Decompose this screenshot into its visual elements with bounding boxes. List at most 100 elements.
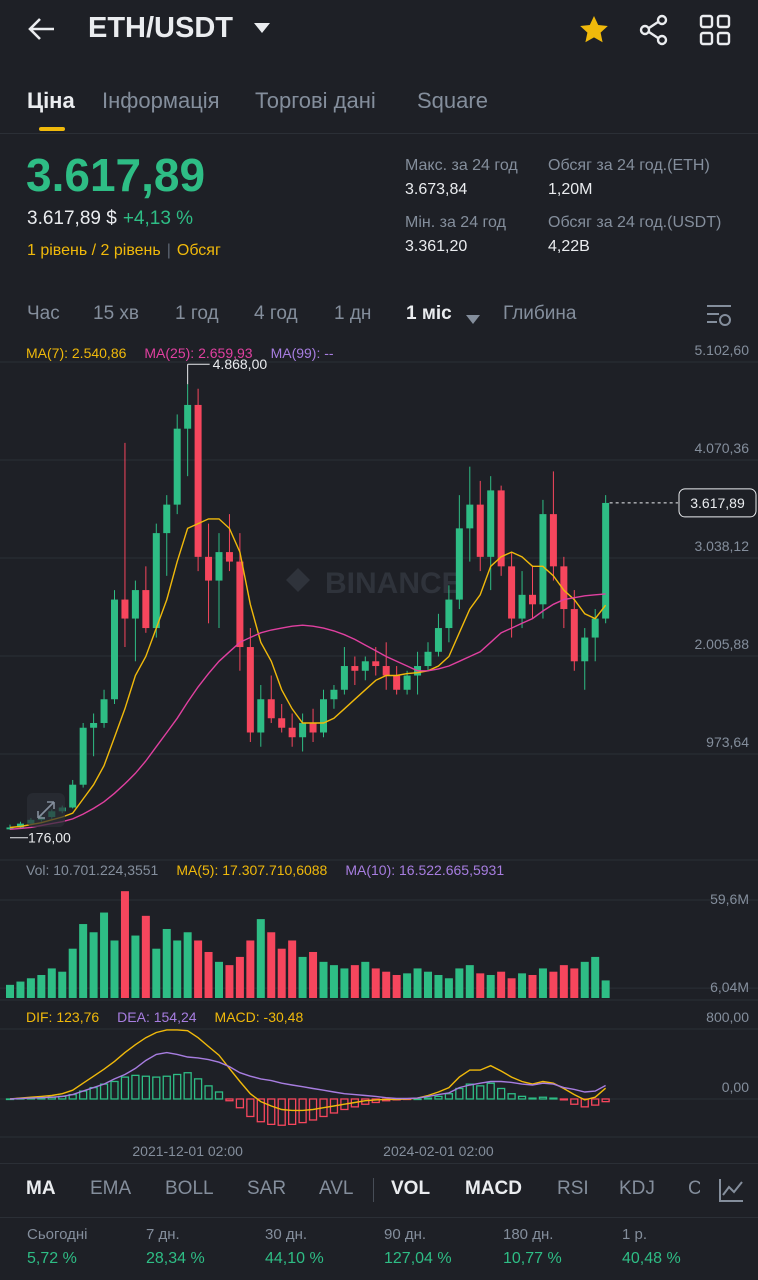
interval[interactable]: Час — [27, 303, 60, 324]
macd-bar — [434, 1095, 443, 1100]
tab[interactable]: Торгові дані — [255, 88, 376, 113]
volume-bar — [329, 965, 338, 998]
back-button[interactable] — [26, 14, 58, 44]
macd-bar — [476, 1085, 485, 1100]
candle-body — [424, 651, 432, 667]
volume-link[interactable]: Обсяг — [176, 242, 221, 259]
volume-bar — [37, 974, 46, 998]
indicator[interactable]: AVL — [319, 1178, 354, 1199]
volume-bar — [518, 973, 527, 998]
stat-label: Мін. за 24 год — [405, 214, 506, 231]
indicator[interactable]: RSI — [557, 1178, 589, 1199]
y-tick-label: 3.038,12 — [695, 538, 750, 554]
macd-bar — [267, 1098, 276, 1126]
interval[interactable]: 15 хв — [93, 303, 140, 324]
interval[interactable]: 1 дн — [334, 303, 372, 324]
macd-bar — [538, 1096, 548, 1100]
tab[interactable]: Інформація — [102, 88, 220, 113]
indicator[interactable]: EMA — [90, 1178, 132, 1199]
macd-bar — [517, 1095, 527, 1100]
stat-label: Обсяг за 24 год.(ETH) — [548, 157, 710, 174]
candle-body — [361, 661, 369, 671]
macd-bar — [141, 1075, 151, 1100]
levels-link[interactable]: 1 рівень / 2 рівень — [27, 242, 161, 259]
macd-bar — [246, 1098, 255, 1118]
macd-bar — [131, 1074, 140, 1100]
period-label: 1 р. — [622, 1226, 648, 1243]
legend-item: DEA: 154,24 — [117, 1009, 197, 1025]
last-price: 3.617,89 — [26, 149, 206, 201]
macd-bar — [601, 1098, 610, 1103]
volume-bar — [434, 974, 443, 998]
y-tick-label: 59,6M — [710, 891, 749, 907]
candle-body — [163, 504, 171, 534]
indicator[interactable]: VOL — [391, 1178, 431, 1199]
indicator[interactable]: BOLL — [165, 1178, 214, 1199]
layout-button[interactable] — [699, 14, 731, 46]
candle-body — [194, 404, 202, 557]
macd-bar — [173, 1073, 182, 1100]
period-change: 127,04 % — [384, 1250, 452, 1267]
macd-bar — [89, 1086, 98, 1100]
candle-body — [434, 628, 442, 652]
macd-bar — [277, 1098, 286, 1126]
volume-bar — [16, 981, 25, 998]
interval[interactable]: Глибина — [503, 303, 577, 324]
usd-value: 3.617,89 $ — [27, 208, 117, 229]
indicator[interactable]: KDJ — [619, 1178, 655, 1199]
candle-body — [372, 661, 380, 667]
volume-bar — [68, 948, 77, 998]
candle-body — [445, 599, 453, 629]
candle-body — [570, 609, 578, 662]
volume-bar — [371, 968, 380, 998]
candle-body — [602, 502, 610, 619]
candle-body — [152, 533, 160, 629]
candle-body — [382, 666, 390, 676]
tab[interactable]: Square — [417, 88, 488, 113]
interval[interactable]: 1 міс — [406, 303, 452, 324]
candle-body — [205, 556, 213, 581]
candle-body — [497, 490, 505, 567]
pair-title[interactable]: ETH/USDT — [88, 12, 233, 44]
volume-bar — [319, 961, 328, 998]
candle-body — [90, 722, 98, 728]
candle-body — [173, 428, 181, 505]
candle-body — [351, 666, 359, 671]
share-button[interactable] — [638, 14, 670, 46]
volume-bar — [256, 919, 265, 998]
macd-bar — [162, 1075, 171, 1100]
favorite-star[interactable] — [578, 14, 610, 46]
candle-body — [215, 552, 223, 581]
interval[interactable]: 4 год — [254, 303, 298, 324]
volume-bar — [497, 971, 506, 998]
macd-bar — [528, 1097, 537, 1100]
volume-bar — [131, 935, 140, 998]
candle-body — [340, 666, 348, 690]
y-tick-label: 973,64 — [706, 734, 749, 750]
legend-item: MA(7): 2.540,86 — [26, 345, 127, 361]
levels: 1 рівень / 2 рівень | Обсяг — [27, 242, 221, 259]
pair-dropdown[interactable] — [253, 22, 271, 34]
volume-bar — [141, 915, 150, 998]
indicator[interactable]: MA — [26, 1178, 56, 1199]
volume-bar — [580, 961, 589, 998]
indicator[interactable]: SAR — [247, 1178, 287, 1199]
candle-body — [529, 594, 536, 605]
stat-label: Обсяг за 24 год.(USDT) — [548, 214, 722, 231]
indicator[interactable]: C — [688, 1178, 702, 1199]
indicator[interactable]: MACD — [465, 1178, 522, 1199]
chart-settings[interactable] — [705, 302, 733, 328]
legend-item: MACD: -30,48 — [214, 1009, 304, 1025]
candle-body — [403, 675, 411, 690]
macd-bar — [235, 1098, 245, 1109]
tab[interactable]: Ціна — [27, 88, 75, 113]
macd-bar — [183, 1072, 192, 1100]
candle-body — [330, 689, 338, 700]
volume-bar — [476, 973, 485, 998]
period-label: 7 дн. — [146, 1226, 180, 1243]
interval[interactable]: 1 год — [175, 303, 219, 324]
period-change: 40,48 % — [622, 1250, 681, 1267]
legend-item: Vol: 10.701.224,3551 — [26, 862, 159, 878]
divider — [0, 133, 758, 134]
indicator-settings[interactable] — [717, 1177, 745, 1203]
